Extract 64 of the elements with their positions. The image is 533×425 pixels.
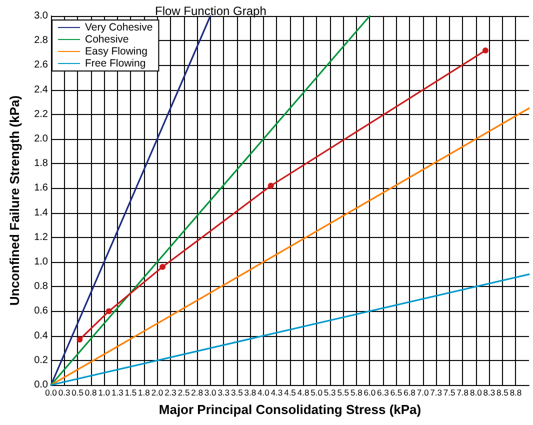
x-tick-label: 3.3: [218, 388, 230, 398]
x-tick-label: 8.5: [496, 388, 509, 398]
y-tick-label: 0.0: [34, 380, 48, 390]
x-tick-label: 5.8: [350, 388, 363, 398]
x-tick-label: 6.3: [377, 388, 390, 398]
x-tick-label: 2.8: [191, 388, 204, 398]
y-tick-label: 2.8: [34, 35, 48, 46]
point: [106, 308, 112, 314]
x-tick-label: 4.8: [297, 388, 310, 398]
x-tick-label: 6.5: [390, 388, 402, 398]
x-tick-label: 1.3: [111, 388, 124, 398]
x-tick-label: 0.8: [84, 388, 98, 398]
x-tick-label: 0.5: [72, 388, 84, 398]
x-axis-title: Major Principal Consolidating Stress (kPa): [158, 402, 422, 417]
y-tick-label: 2.4: [34, 84, 48, 96]
y-tick-label: 2.2: [34, 108, 48, 120]
x-tick-label: 2.0: [151, 388, 164, 398]
legend-label: Free Flowing: [85, 58, 146, 70]
x-tick-label: 3.0: [204, 388, 217, 398]
point: [268, 182, 274, 189]
x-tick-label: 5.3: [324, 388, 336, 398]
y-axis-title: Unconfined Failure Strength (kPa): [7, 95, 22, 306]
y-tick-label: 0.6: [34, 306, 48, 317]
x-tick-label: 8.8: [510, 388, 522, 398]
point: [160, 264, 166, 270]
x-tick-label: 0.0: [45, 388, 58, 398]
y-tick-label: 3.0: [34, 10, 48, 22]
x-tick-label: 0.3: [58, 388, 70, 398]
y-tick-label: 2.6: [34, 60, 48, 71]
x-tick-label: 2.5: [178, 388, 190, 398]
x-tick-label: 4.3: [270, 388, 283, 398]
legend-label: Very Cohesive: [85, 22, 153, 34]
x-tick-label: 1.5: [124, 388, 137, 398]
x-tick-label: 4.5: [284, 388, 296, 398]
x-tick-label: 3.5: [230, 388, 244, 398]
x-tick-label: 7.5: [443, 388, 456, 398]
y-tick-label: 1.2: [34, 232, 48, 243]
x-tick-label: 7.3: [430, 388, 442, 398]
y-tick-label: 0.4: [34, 330, 48, 342]
x-tick-label: 5.0: [310, 388, 323, 398]
chart-title: Flow Function Graph: [155, 4, 266, 18]
x-tick-label: 7.8: [456, 388, 469, 398]
y-tick-label: 1.4: [34, 207, 48, 218]
legend-label: Easy Flowing: [85, 46, 148, 58]
x-tick-label: 8.0: [470, 388, 482, 398]
y-tick-label: 1.6: [34, 182, 48, 194]
x-tick-label: 2.3: [164, 388, 177, 398]
y-tick-label: 1.8: [34, 158, 48, 170]
x-tick-label: 1.8: [138, 388, 150, 398]
x-tick-label: 3.8: [244, 388, 256, 398]
y-tick-label: 1.0: [34, 256, 48, 268]
x-tick-label: 6.0: [364, 388, 376, 398]
y-tick-label: 2.0: [34, 134, 48, 144]
x-tick-label: 8.3: [483, 388, 496, 398]
x-tick-label: 7.0: [416, 388, 429, 398]
x-tick-label: 5.5: [337, 388, 350, 398]
point: [76, 336, 83, 342]
y-tick-label: 0.8: [34, 281, 48, 292]
y-tick-label: 0.2: [34, 354, 48, 366]
point: [482, 47, 488, 54]
legend-label: Cohesive: [85, 34, 129, 46]
x-tick-label: 1.0: [98, 388, 110, 398]
x-tick-label: 6.8: [404, 388, 416, 398]
x-tick-label: 4.0: [258, 388, 270, 398]
